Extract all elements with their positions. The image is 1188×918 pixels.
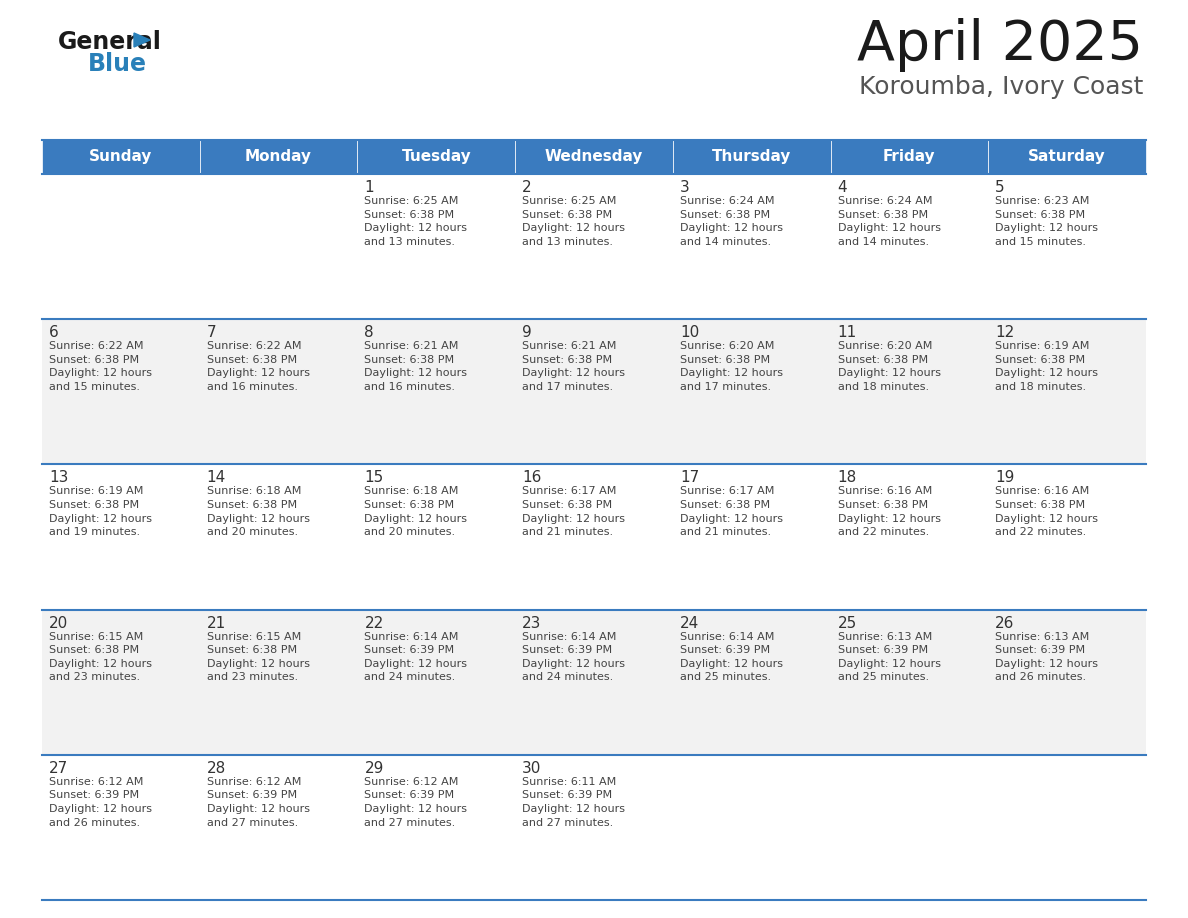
Text: April 2025: April 2025 (857, 18, 1143, 72)
Text: 26: 26 (996, 616, 1015, 631)
Text: 9: 9 (523, 325, 532, 341)
Text: Sunrise: 6:14 AM
Sunset: 6:39 PM
Daylight: 12 hours
and 24 minutes.: Sunrise: 6:14 AM Sunset: 6:39 PM Dayligh… (523, 632, 625, 682)
Text: Sunrise: 6:11 AM
Sunset: 6:39 PM
Daylight: 12 hours
and 27 minutes.: Sunrise: 6:11 AM Sunset: 6:39 PM Dayligh… (523, 777, 625, 828)
Text: 22: 22 (365, 616, 384, 631)
Polygon shape (134, 33, 150, 47)
Text: Sunday: Sunday (89, 150, 152, 164)
Text: 19: 19 (996, 470, 1015, 486)
Text: Sunrise: 6:19 AM
Sunset: 6:38 PM
Daylight: 12 hours
and 19 minutes.: Sunrise: 6:19 AM Sunset: 6:38 PM Dayligh… (49, 487, 152, 537)
Text: 2: 2 (523, 180, 532, 195)
Text: 24: 24 (680, 616, 699, 631)
Text: Sunrise: 6:12 AM
Sunset: 6:39 PM
Daylight: 12 hours
and 26 minutes.: Sunrise: 6:12 AM Sunset: 6:39 PM Dayligh… (49, 777, 152, 828)
Text: Sunrise: 6:22 AM
Sunset: 6:38 PM
Daylight: 12 hours
and 16 minutes.: Sunrise: 6:22 AM Sunset: 6:38 PM Dayligh… (207, 341, 310, 392)
Text: 10: 10 (680, 325, 699, 341)
Text: Sunrise: 6:25 AM
Sunset: 6:38 PM
Daylight: 12 hours
and 13 minutes.: Sunrise: 6:25 AM Sunset: 6:38 PM Dayligh… (365, 196, 467, 247)
Text: Koroumba, Ivory Coast: Koroumba, Ivory Coast (859, 75, 1143, 99)
Text: Sunrise: 6:13 AM
Sunset: 6:39 PM
Daylight: 12 hours
and 25 minutes.: Sunrise: 6:13 AM Sunset: 6:39 PM Dayligh… (838, 632, 941, 682)
Text: 17: 17 (680, 470, 699, 486)
Text: 20: 20 (49, 616, 68, 631)
Text: Sunrise: 6:14 AM
Sunset: 6:39 PM
Daylight: 12 hours
and 25 minutes.: Sunrise: 6:14 AM Sunset: 6:39 PM Dayligh… (680, 632, 783, 682)
Text: Monday: Monday (245, 150, 312, 164)
Text: Sunrise: 6:12 AM
Sunset: 6:39 PM
Daylight: 12 hours
and 27 minutes.: Sunrise: 6:12 AM Sunset: 6:39 PM Dayligh… (365, 777, 467, 828)
Text: Friday: Friday (883, 150, 936, 164)
Bar (42, 755, 1146, 900)
Bar (42, 140, 200, 174)
Bar (42, 174, 1146, 319)
Text: 4: 4 (838, 180, 847, 195)
Bar (672, 140, 830, 174)
Text: Saturday: Saturday (1029, 150, 1106, 164)
Text: 1: 1 (365, 180, 374, 195)
Text: Sunrise: 6:17 AM
Sunset: 6:38 PM
Daylight: 12 hours
and 21 minutes.: Sunrise: 6:17 AM Sunset: 6:38 PM Dayligh… (523, 487, 625, 537)
Text: 15: 15 (365, 470, 384, 486)
Text: Sunrise: 6:24 AM
Sunset: 6:38 PM
Daylight: 12 hours
and 14 minutes.: Sunrise: 6:24 AM Sunset: 6:38 PM Dayligh… (680, 196, 783, 247)
Text: 11: 11 (838, 325, 857, 341)
Text: Tuesday: Tuesday (402, 150, 472, 164)
Text: 3: 3 (680, 180, 689, 195)
Text: Sunrise: 6:15 AM
Sunset: 6:38 PM
Daylight: 12 hours
and 23 minutes.: Sunrise: 6:15 AM Sunset: 6:38 PM Dayligh… (49, 632, 152, 682)
Bar (988, 140, 1146, 174)
Bar (200, 140, 358, 174)
Text: Sunrise: 6:20 AM
Sunset: 6:38 PM
Daylight: 12 hours
and 17 minutes.: Sunrise: 6:20 AM Sunset: 6:38 PM Dayligh… (680, 341, 783, 392)
Bar (42, 610, 1146, 755)
Text: Sunrise: 6:21 AM
Sunset: 6:38 PM
Daylight: 12 hours
and 17 minutes.: Sunrise: 6:21 AM Sunset: 6:38 PM Dayligh… (523, 341, 625, 392)
Bar (42, 319, 1146, 465)
Bar (516, 140, 672, 174)
Text: 13: 13 (49, 470, 69, 486)
Bar (830, 140, 988, 174)
Text: Sunrise: 6:24 AM
Sunset: 6:38 PM
Daylight: 12 hours
and 14 minutes.: Sunrise: 6:24 AM Sunset: 6:38 PM Dayligh… (838, 196, 941, 247)
Text: Sunrise: 6:14 AM
Sunset: 6:39 PM
Daylight: 12 hours
and 24 minutes.: Sunrise: 6:14 AM Sunset: 6:39 PM Dayligh… (365, 632, 467, 682)
Text: Sunrise: 6:18 AM
Sunset: 6:38 PM
Daylight: 12 hours
and 20 minutes.: Sunrise: 6:18 AM Sunset: 6:38 PM Dayligh… (207, 487, 310, 537)
Text: Sunrise: 6:21 AM
Sunset: 6:38 PM
Daylight: 12 hours
and 16 minutes.: Sunrise: 6:21 AM Sunset: 6:38 PM Dayligh… (365, 341, 467, 392)
Bar (42, 465, 1146, 610)
Text: 6: 6 (49, 325, 58, 341)
Text: Sunrise: 6:22 AM
Sunset: 6:38 PM
Daylight: 12 hours
and 15 minutes.: Sunrise: 6:22 AM Sunset: 6:38 PM Dayligh… (49, 341, 152, 392)
Text: Sunrise: 6:12 AM
Sunset: 6:39 PM
Daylight: 12 hours
and 27 minutes.: Sunrise: 6:12 AM Sunset: 6:39 PM Dayligh… (207, 777, 310, 828)
Text: 28: 28 (207, 761, 226, 776)
Text: 30: 30 (523, 761, 542, 776)
Text: 7: 7 (207, 325, 216, 341)
Text: Sunrise: 6:13 AM
Sunset: 6:39 PM
Daylight: 12 hours
and 26 minutes.: Sunrise: 6:13 AM Sunset: 6:39 PM Dayligh… (996, 632, 1098, 682)
Text: 8: 8 (365, 325, 374, 341)
Text: Blue: Blue (88, 52, 147, 76)
Text: 12: 12 (996, 325, 1015, 341)
Text: Sunrise: 6:16 AM
Sunset: 6:38 PM
Daylight: 12 hours
and 22 minutes.: Sunrise: 6:16 AM Sunset: 6:38 PM Dayligh… (996, 487, 1098, 537)
Text: 18: 18 (838, 470, 857, 486)
Text: Sunrise: 6:18 AM
Sunset: 6:38 PM
Daylight: 12 hours
and 20 minutes.: Sunrise: 6:18 AM Sunset: 6:38 PM Dayligh… (365, 487, 467, 537)
Text: General: General (58, 30, 162, 54)
Text: Sunrise: 6:15 AM
Sunset: 6:38 PM
Daylight: 12 hours
and 23 minutes.: Sunrise: 6:15 AM Sunset: 6:38 PM Dayligh… (207, 632, 310, 682)
Text: Sunrise: 6:17 AM
Sunset: 6:38 PM
Daylight: 12 hours
and 21 minutes.: Sunrise: 6:17 AM Sunset: 6:38 PM Dayligh… (680, 487, 783, 537)
Text: 16: 16 (523, 470, 542, 486)
Text: 14: 14 (207, 470, 226, 486)
Text: 21: 21 (207, 616, 226, 631)
Text: 25: 25 (838, 616, 857, 631)
Text: Sunrise: 6:16 AM
Sunset: 6:38 PM
Daylight: 12 hours
and 22 minutes.: Sunrise: 6:16 AM Sunset: 6:38 PM Dayligh… (838, 487, 941, 537)
Text: 5: 5 (996, 180, 1005, 195)
Text: 29: 29 (365, 761, 384, 776)
Text: Thursday: Thursday (712, 150, 791, 164)
Text: Sunrise: 6:20 AM
Sunset: 6:38 PM
Daylight: 12 hours
and 18 minutes.: Sunrise: 6:20 AM Sunset: 6:38 PM Dayligh… (838, 341, 941, 392)
Bar (358, 140, 516, 174)
Text: Sunrise: 6:25 AM
Sunset: 6:38 PM
Daylight: 12 hours
and 13 minutes.: Sunrise: 6:25 AM Sunset: 6:38 PM Dayligh… (523, 196, 625, 247)
Text: 23: 23 (523, 616, 542, 631)
Text: Wednesday: Wednesday (545, 150, 643, 164)
Text: Sunrise: 6:23 AM
Sunset: 6:38 PM
Daylight: 12 hours
and 15 minutes.: Sunrise: 6:23 AM Sunset: 6:38 PM Dayligh… (996, 196, 1098, 247)
Text: 27: 27 (49, 761, 68, 776)
Text: Sunrise: 6:19 AM
Sunset: 6:38 PM
Daylight: 12 hours
and 18 minutes.: Sunrise: 6:19 AM Sunset: 6:38 PM Dayligh… (996, 341, 1098, 392)
